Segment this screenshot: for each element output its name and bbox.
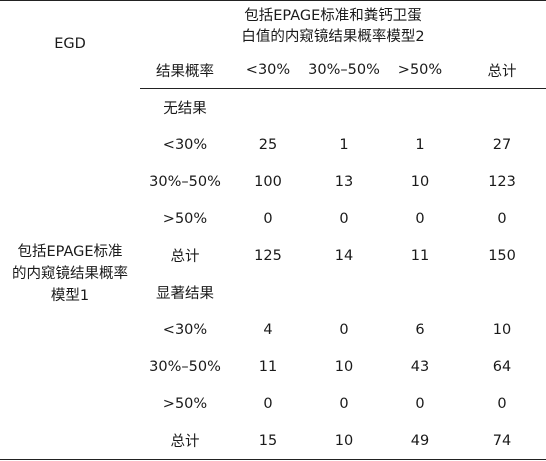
column-header: 总计 (458, 52, 546, 89)
cell: 0 (497, 395, 507, 412)
row-label: 总计 (170, 249, 200, 265)
row-label: 总计 (170, 434, 200, 450)
cell: 14 (334, 247, 354, 264)
cell: 10 (492, 321, 512, 338)
cell: 10 (334, 432, 354, 449)
row-label: >50% (162, 395, 208, 412)
cell: 13 (334, 173, 354, 190)
row-label: 30%–50% (149, 358, 221, 375)
section-title: 无结果 (163, 101, 207, 117)
table-row: <30% 25 1 1 27 (0, 126, 546, 163)
table-row: 30%–50% 100 13 10 123 (0, 163, 546, 200)
column-header: 结果概率 (140, 52, 230, 89)
cell: 6 (415, 321, 425, 338)
table-row: 30%–50% 11 10 43 64 (0, 348, 546, 385)
cell: 11 (258, 358, 278, 375)
table-row: >50% 0 0 0 0 (0, 385, 546, 422)
cell: 0 (339, 395, 349, 412)
corner-label: EGD (54, 36, 86, 53)
cell: 0 (339, 210, 349, 227)
cell: 1 (339, 136, 349, 153)
cell: 123 (488, 173, 516, 190)
table-row: 总计 15 10 49 74 (0, 422, 546, 460)
table-row: >50% 0 0 0 0 (0, 200, 546, 237)
cell: 150 (488, 247, 516, 264)
cell: 74 (492, 432, 512, 449)
model1-row-label: 包括EPAGE标准的内窥镜结果概率模型1 (12, 243, 128, 304)
cell: 1 (415, 136, 425, 153)
table-row: 总计 125 14 11 150 (0, 237, 546, 274)
section-header-row: 显著结果 (0, 274, 546, 311)
row-label: <30% (162, 321, 208, 338)
cell: 43 (410, 358, 430, 375)
cell: 25 (258, 136, 278, 153)
cell: 64 (492, 358, 512, 375)
cell: 0 (263, 210, 273, 227)
section-header-row: 包括EPAGE标准的内窥镜结果概率模型1 无结果 (0, 89, 546, 304)
row-label: >50% (162, 210, 208, 227)
column-header: 30%–50% (306, 52, 382, 89)
cell: 0 (497, 210, 507, 227)
cell: 15 (258, 432, 278, 449)
cell: 0 (339, 321, 349, 338)
row-label: 30%–50% (149, 173, 221, 190)
cell: 100 (254, 173, 282, 190)
cell: 4 (263, 321, 273, 338)
table-row: <30% 4 0 6 10 (0, 311, 546, 348)
column-header: >50% (382, 52, 458, 89)
cell: 49 (410, 432, 430, 449)
model2-title: 包括EPAGE标准和粪钙卫蛋白值的内窥镜结果概率模型2 (241, 7, 425, 45)
section-title: 显著结果 (156, 286, 214, 302)
cell: 10 (334, 358, 354, 375)
cell: 0 (415, 395, 425, 412)
cell: 11 (410, 247, 430, 264)
cell: 0 (415, 210, 425, 227)
cell: 0 (263, 395, 273, 412)
cell: 125 (254, 247, 282, 264)
column-header: <30% (230, 52, 306, 89)
cell: 27 (492, 136, 512, 153)
row-label: <30% (162, 136, 208, 153)
cell: 10 (410, 173, 430, 190)
